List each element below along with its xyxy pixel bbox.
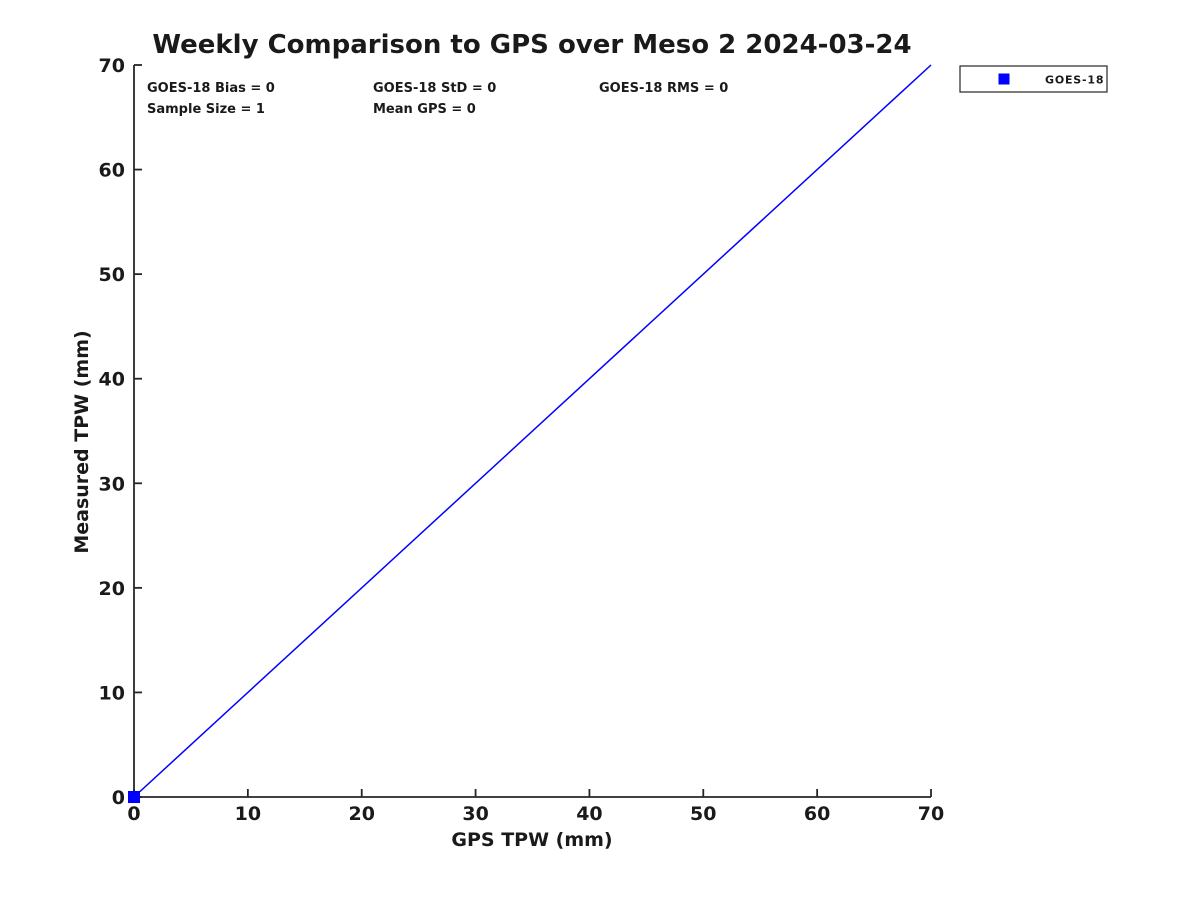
x-tick-label: 50 — [690, 803, 716, 825]
x-axis-label: GPS TPW (mm) — [451, 829, 612, 851]
x-tick-label: 30 — [462, 803, 488, 825]
y-axis-label: Measured TPW (mm) — [71, 330, 93, 553]
stat-rms: GOES-18 RMS = 0 — [599, 81, 728, 96]
y-tick-label: 30 — [99, 473, 125, 495]
reference-line — [133, 64, 932, 798]
y-tick-label: 70 — [99, 55, 125, 77]
legend-entry-label: GOES-18 — [1045, 74, 1104, 87]
x-tick-label: 20 — [348, 803, 374, 825]
stat-std: GOES-18 StD = 0 — [373, 81, 496, 96]
stat-mean-gps: Mean GPS = 0 — [373, 102, 476, 117]
stat-sample-size: Sample Size = 1 — [147, 102, 265, 117]
legend-box — [959, 65, 1108, 93]
x-tick-label: 60 — [804, 803, 830, 825]
x-tick-label: 0 — [127, 803, 140, 825]
x-tick-label: 10 — [235, 803, 261, 825]
y-tick-label: 10 — [99, 682, 125, 704]
y-tick-label: 60 — [99, 160, 125, 182]
stat-bias: GOES-18 Bias = 0 — [147, 81, 275, 96]
y-tick-label: 40 — [99, 369, 125, 391]
x-tick-label: 40 — [576, 803, 602, 825]
y-tick-label: 20 — [99, 578, 125, 600]
plot-area: 0 10 20 30 40 50 60 70 0 10 20 30 40 50 60 70 — [99, 55, 945, 825]
chart-title: Weekly Comparison to GPS over Meso 2 202… — [152, 30, 911, 60]
legend: GOES-18 — [959, 65, 1108, 93]
legend-marker-square-icon — [998, 73, 1010, 85]
x-tick-label: 70 — [918, 803, 944, 825]
y-tick-label: 50 — [99, 264, 125, 286]
y-tick-label: 0 — [112, 787, 125, 809]
data-point-marker — [128, 791, 140, 803]
